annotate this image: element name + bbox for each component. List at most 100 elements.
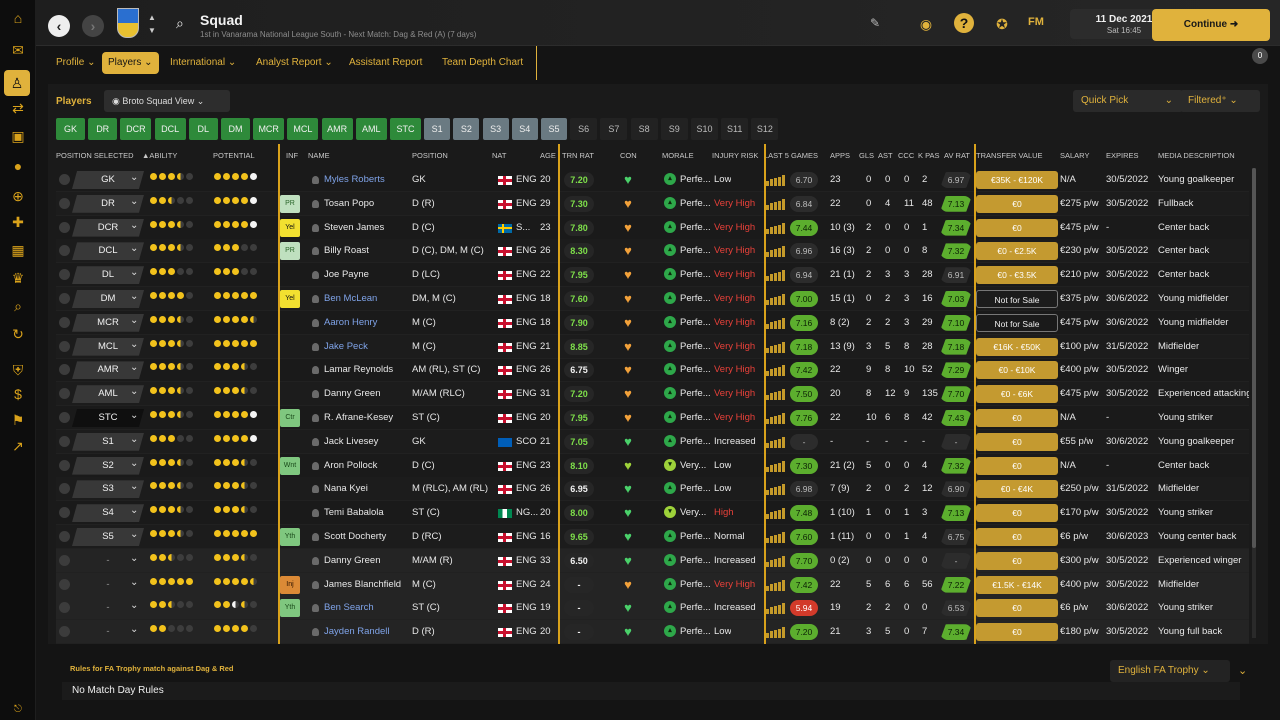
row-checkbox[interactable] xyxy=(59,626,70,638)
position-chip-s7[interactable]: S7 xyxy=(600,118,628,140)
position-selector[interactable]: DR xyxy=(72,194,144,213)
search-icon[interactable]: ⌕ xyxy=(14,298,22,314)
club-icon[interactable]: ⛨ xyxy=(12,362,24,378)
position-chip-s8[interactable]: S8 xyxy=(630,118,658,140)
forward-button[interactable]: › xyxy=(82,15,104,37)
position-chip-s5[interactable]: S5 xyxy=(541,118,567,140)
position-chip-dr[interactable]: DR xyxy=(88,118,118,140)
exit-icon[interactable]: ⎋ xyxy=(14,704,22,715)
position-selector[interactable]: DCR xyxy=(72,218,144,237)
column-header[interactable]: CON xyxy=(620,151,637,160)
position-selector[interactable]: S2 xyxy=(72,456,144,475)
column-header[interactable]: ▲ABILITY xyxy=(142,151,178,160)
table-row[interactable]: DCR ⌄ Yel Steven James D (C) S... 23 7.80 ♥ ▴ Perf… xyxy=(56,216,1249,240)
row-checkbox[interactable] xyxy=(59,435,70,447)
row-checkbox[interactable] xyxy=(59,245,70,257)
table-row[interactable]: STC ⌄ Ctr R. Afrane-Kesey ST (C) ENG 20 7.95 ♥ ▴ P… xyxy=(56,406,1249,430)
table-row[interactable]: GK ⌄ Myles Roberts GK ENG 20 7.20 ♥ ▴ Perfe... Low… xyxy=(56,168,1249,192)
column-header[interactable]: LAST 5 GAMES xyxy=(764,151,819,160)
table-row[interactable]: - ⌄ Yth Ben Search ST (C) ENG 19- ♥ ▴ Perfe... Inc… xyxy=(56,596,1249,621)
position-selector[interactable]: - xyxy=(106,554,110,566)
filter-button[interactable]: Filtered⁺ ⌄ xyxy=(1180,90,1260,112)
back-button[interactable]: ‹ xyxy=(48,15,70,37)
column-header[interactable]: GLS xyxy=(859,151,875,160)
scrollbar-thumb[interactable] xyxy=(1252,168,1256,548)
fm-logo-icon[interactable]: FM xyxy=(1028,16,1044,28)
tab-assistant-report[interactable]: Assistant Report xyxy=(343,52,428,74)
help-icon[interactable]: ? xyxy=(954,13,974,33)
player-name[interactable]: Nana Kyei xyxy=(324,483,368,495)
player-name[interactable]: Ben McLean xyxy=(324,293,378,304)
column-header[interactable]: SALARY xyxy=(1060,151,1090,160)
position-chip-mcr[interactable]: MCR xyxy=(253,118,285,140)
transfers-icon[interactable]: ⇄ xyxy=(12,100,24,116)
position-selector[interactable]: S3 xyxy=(72,480,144,499)
position-chip-mcl[interactable]: MCL xyxy=(287,118,319,140)
position-selector[interactable]: DM xyxy=(72,290,144,308)
column-header[interactable]: CCC xyxy=(898,151,915,160)
position-chip-s12[interactable]: S12 xyxy=(751,118,779,140)
position-chip-s1[interactable]: S1 xyxy=(424,118,451,140)
row-checkbox[interactable] xyxy=(59,293,70,304)
scrollbar[interactable] xyxy=(1252,168,1256,638)
position-chip-s10[interactable]: S10 xyxy=(691,118,718,140)
tab-team-depth-chart[interactable]: Team Depth Chart xyxy=(436,52,529,74)
column-header[interactable]: AV RAT xyxy=(944,151,970,160)
inbox-icon[interactable]: ✉ xyxy=(12,42,24,58)
column-header[interactable]: EXPIRES xyxy=(1106,151,1139,160)
row-checkbox[interactable] xyxy=(59,364,70,376)
position-selector[interactable]: - xyxy=(106,626,110,638)
row-checkbox[interactable] xyxy=(59,602,70,614)
globe-icon[interactable]: ◉ xyxy=(919,16,933,32)
position-selector[interactable]: AML xyxy=(72,385,144,404)
position-selector[interactable]: AMR xyxy=(72,361,144,380)
player-name[interactable]: Aaron Henry xyxy=(324,316,378,328)
row-checkbox[interactable] xyxy=(59,340,70,352)
squad-icon[interactable]: ♙ xyxy=(4,70,30,96)
column-header[interactable]: AST xyxy=(878,151,893,160)
row-checkbox[interactable] xyxy=(59,269,70,281)
position-chip-dcr[interactable]: DCR xyxy=(120,118,152,140)
football-icon[interactable]: ✪ xyxy=(996,16,1008,32)
view-selector[interactable]: ◉ Broto Squad View ⌄ xyxy=(104,90,230,112)
row-checkbox[interactable] xyxy=(59,388,70,400)
position-selector[interactable]: MCR xyxy=(72,313,144,332)
position-selector[interactable]: S4 xyxy=(72,504,144,523)
row-checkbox[interactable] xyxy=(59,221,70,233)
position-selector[interactable]: S5 xyxy=(72,528,144,546)
player-name[interactable]: Billy Roast xyxy=(324,245,369,257)
column-header[interactable]: POTENTIAL xyxy=(213,151,255,160)
chevron-down-icon[interactable]: ▼ xyxy=(148,26,156,35)
player-name[interactable]: Joe Payne xyxy=(324,269,369,281)
row-checkbox[interactable] xyxy=(59,197,70,209)
player-name[interactable]: Jake Peck xyxy=(324,340,368,352)
position-chip-aml[interactable]: AML xyxy=(355,118,387,140)
table-row[interactable]: AML ⌄ Danny Green M/AM (RLC) ENG 31 7.20 ♥ ▴ Perf… xyxy=(56,382,1249,407)
table-row[interactable]: - ⌄ Jayden Randell D (R) ENG 20 - ♥ ▴ Perfe... Low… xyxy=(56,620,1249,645)
column-header[interactable]: AGE xyxy=(540,151,556,160)
table-row[interactable]: MCL ⌄ Jake Peck M (C) ENG 21 8.85 ♥ ▴ Perfe... Ver… xyxy=(56,334,1249,359)
row-checkbox[interactable] xyxy=(59,412,70,423)
column-header[interactable]: POSITION SELECTED xyxy=(56,151,134,160)
tab-international[interactable]: International ⌄ xyxy=(164,52,242,74)
row-checkbox[interactable] xyxy=(59,459,70,471)
position-selector[interactable]: DL xyxy=(72,266,144,285)
position-chip-dcl[interactable]: DCL xyxy=(154,118,186,140)
position-chip-s6[interactable]: S6 xyxy=(570,118,598,140)
position-chip-amr[interactable]: AMR xyxy=(321,118,353,140)
position-chip-dl[interactable]: DL xyxy=(188,118,218,140)
home-icon[interactable]: ⌂ xyxy=(13,10,23,26)
column-header[interactable]: K PAS xyxy=(918,151,940,160)
scouting-icon[interactable]: ⊕ xyxy=(12,188,24,204)
tab-profile[interactable]: Profile ⌄ xyxy=(50,52,102,74)
table-row[interactable]: S5 ⌄ Yth Scott Docherty D (RC) ENG 16 9.65 ♥ ▴ Per… xyxy=(56,525,1249,549)
competitions-icon[interactable]: ♛ xyxy=(11,270,25,286)
table-row[interactable]: S1 ⌄ Jack Livesey GK SCO 21 7.05 ♥ ▴ Perfe... Incr… xyxy=(56,429,1249,454)
column-header[interactable]: POSITION xyxy=(412,151,448,160)
position-selector[interactable]: DCL xyxy=(72,242,144,261)
tab-players[interactable]: Players ⌄ xyxy=(102,52,159,74)
column-header[interactable]: TRN RAT xyxy=(562,151,594,160)
player-name[interactable]: Tosan Popo xyxy=(324,197,375,209)
chevron-up-icon[interactable]: ▲ xyxy=(148,13,156,22)
player-name[interactable]: Jack Livesey xyxy=(324,435,379,447)
